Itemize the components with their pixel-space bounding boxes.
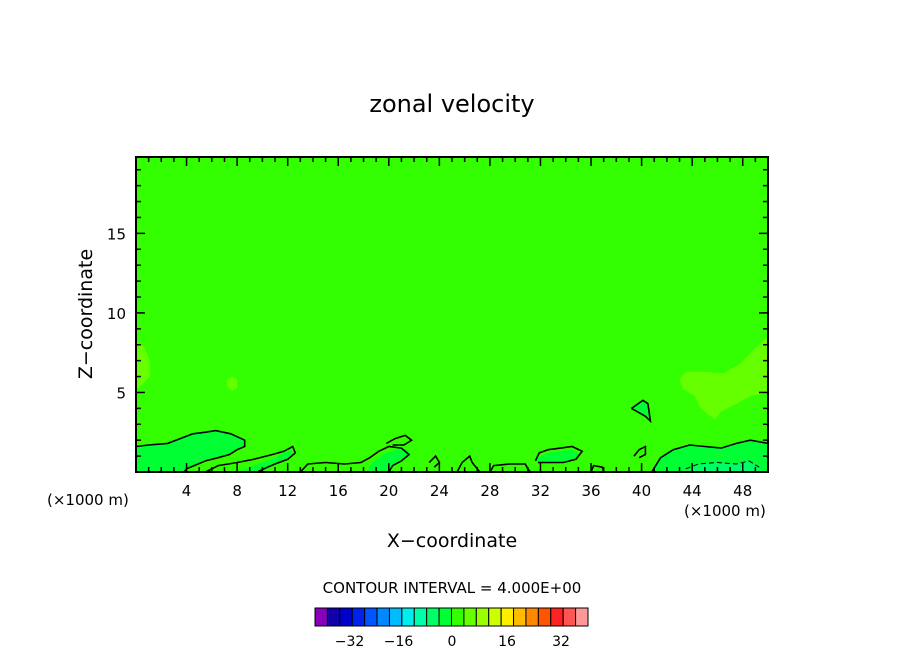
colorbar-label: 16 — [498, 634, 516, 650]
colorbar-cell — [562, 607, 577, 627]
colorbar-cell — [537, 607, 552, 627]
contour-region — [679, 336, 768, 420]
colorbar — [314, 607, 589, 627]
colorbar-cell — [314, 607, 328, 627]
contour-region — [462, 467, 478, 472]
colorbar-cell — [525, 607, 539, 627]
colorbar-cell — [426, 607, 440, 627]
contour-line-dashed — [685, 460, 760, 470]
contour-region — [366, 449, 411, 472]
x-tick-label: 28 — [480, 482, 499, 500]
colorbar-cell — [488, 607, 502, 627]
x-tick-label: 8 — [232, 482, 242, 500]
contour-line — [633, 445, 647, 459]
colorbar-cell — [326, 607, 341, 627]
x-tick-label: 40 — [632, 482, 651, 500]
x-tick-label: 4 — [182, 482, 192, 500]
x-tick-label: 12 — [278, 482, 297, 500]
contour-region — [227, 376, 238, 391]
chart-title: zonal velocity — [369, 90, 534, 118]
x-tick-label: 32 — [531, 482, 550, 500]
colorbar-label: 32 — [552, 634, 570, 650]
x-tick-label: 48 — [733, 482, 752, 500]
contour-line — [631, 399, 652, 424]
x-tick-label: 20 — [379, 482, 398, 500]
contour-region — [548, 467, 576, 472]
colorbar-cell — [351, 607, 366, 627]
colorbar-cell — [438, 607, 452, 627]
colorbar-label: 0 — [448, 634, 457, 650]
contour-line — [299, 445, 411, 473]
colorbar-cell — [388, 607, 403, 627]
contour-region — [136, 341, 150, 390]
y-tick-label: 15 — [107, 225, 126, 243]
x-axis-label: X−coordinate — [387, 530, 517, 552]
colorbar-cell — [364, 607, 378, 627]
colorbar-cell — [575, 607, 589, 627]
colorbar-cell — [401, 607, 415, 627]
contour-line — [385, 434, 414, 446]
x-tick-label: 24 — [430, 482, 449, 500]
colorbar-cell — [463, 607, 477, 627]
colorbar-cell — [513, 607, 527, 627]
colorbar-label: −16 — [384, 634, 414, 650]
x-unit-label-left: (×1000 m) — [47, 491, 129, 509]
contour-interval-label: CONTOUR INTERVAL = 4.000E+00 — [323, 579, 582, 597]
x-tick-label: 36 — [581, 482, 600, 500]
contour-lines — [135, 399, 769, 473]
contour-line — [205, 445, 297, 473]
contour-line — [534, 445, 584, 464]
contour-line — [135, 429, 246, 473]
colorbar-cell — [550, 607, 564, 627]
x-unit-label-right: (×1000 m) — [684, 502, 766, 520]
plot-background — [136, 157, 768, 472]
colorbar-cell — [413, 607, 428, 627]
y-axis-label: Z−coordinate — [75, 249, 97, 379]
x-tick-label: 44 — [683, 482, 702, 500]
colorbar-cell — [451, 607, 465, 627]
y-tick-labels: 5 10 15 — [107, 225, 126, 402]
x-tick-label: 16 — [329, 482, 348, 500]
y-tick-label: 10 — [107, 305, 126, 323]
colorbar-label: −32 — [335, 634, 365, 650]
y-tick-label: 5 — [116, 384, 126, 402]
axis-ticks — [136, 157, 768, 472]
x-tick-labels: 4 8 12 16 20 24 28 32 36 40 44 48 — [182, 482, 752, 500]
colorbar-cell — [475, 607, 490, 627]
colorbar-cell — [500, 607, 515, 627]
contour-region — [136, 430, 245, 472]
contour-line — [651, 439, 769, 473]
colorbar-labels: −32 −16 0 16 32 — [335, 634, 570, 650]
colorbar-cell — [339, 607, 353, 627]
plot-area — [135, 156, 769, 473]
contour-line — [428, 454, 441, 468]
colorbar-cell — [376, 607, 390, 627]
